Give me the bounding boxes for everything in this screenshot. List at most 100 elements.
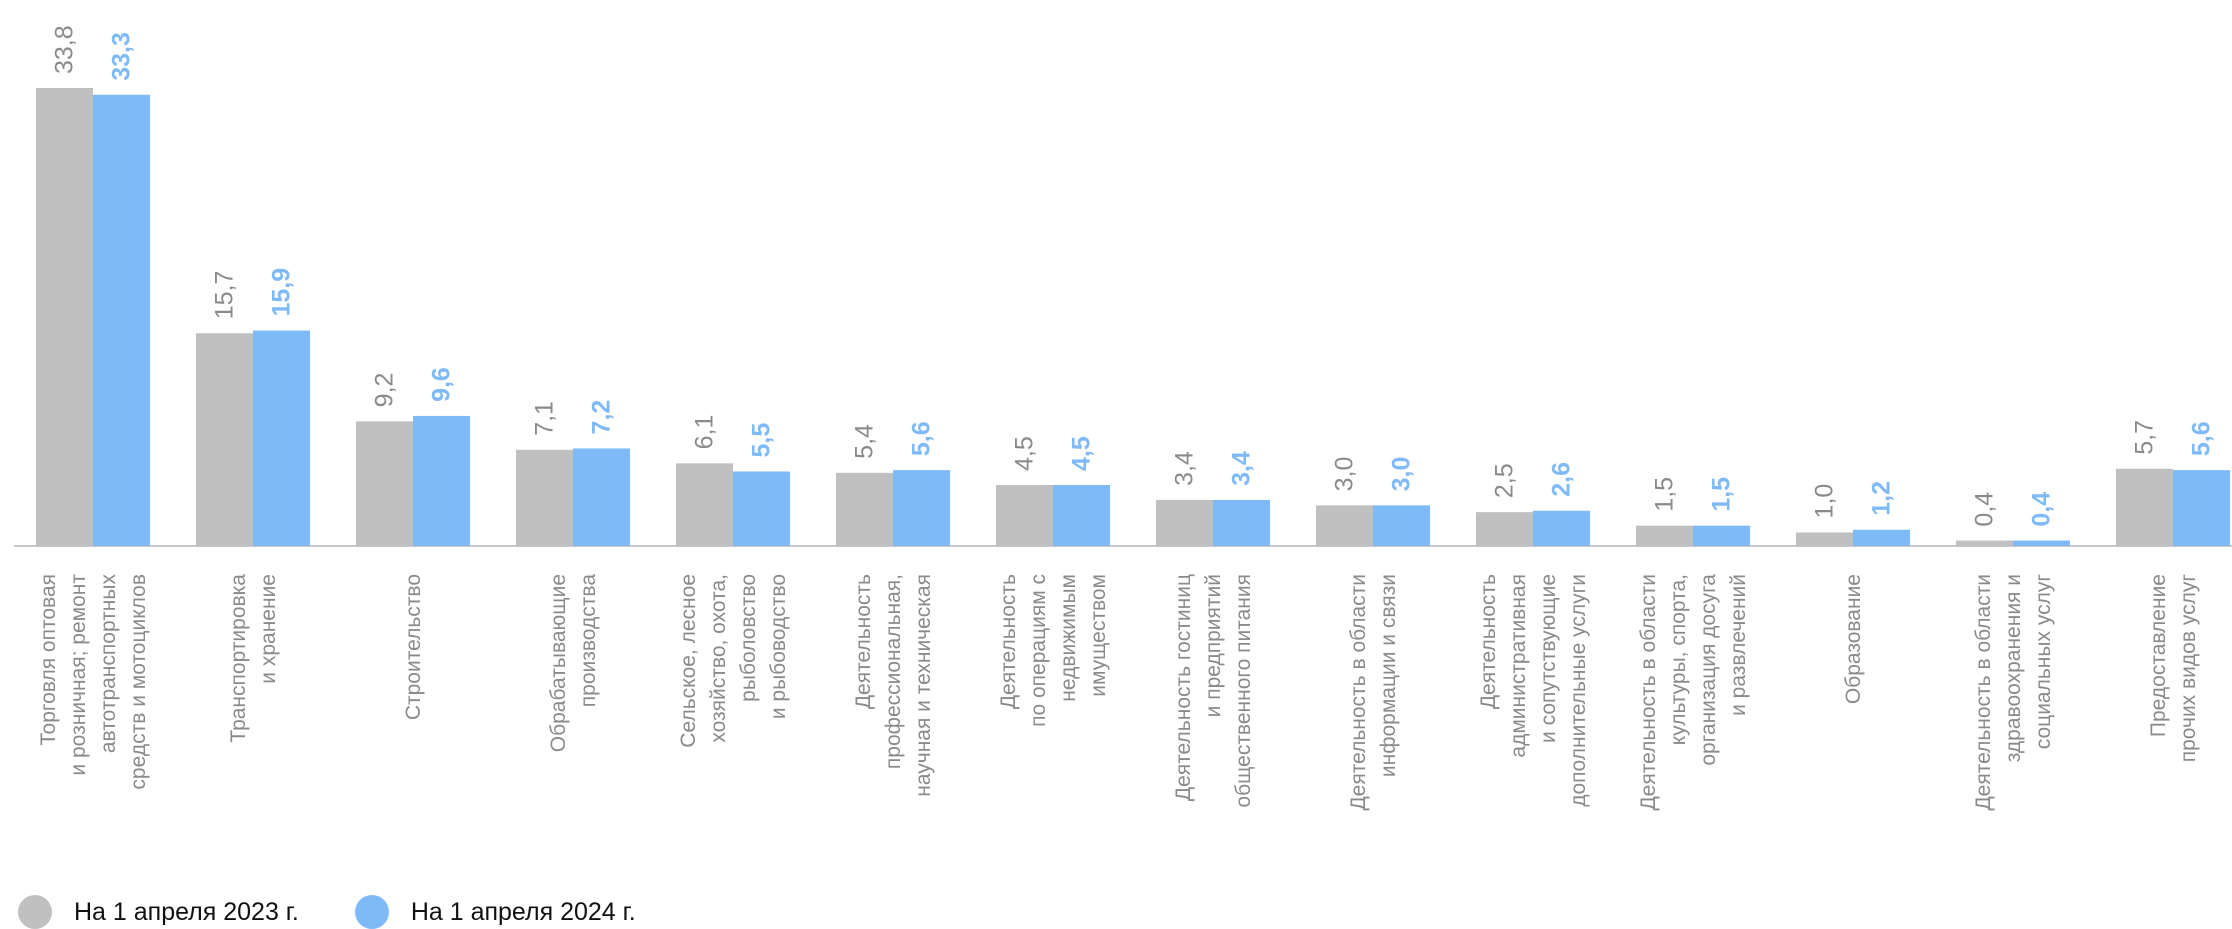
category-label-2: Строительство: [402, 574, 425, 720]
category-label-line: производства: [577, 574, 600, 708]
category-label-line: Обрабатывающие: [547, 574, 570, 752]
bar-2023-7: [1156, 499, 1213, 546]
bar-2024-10: [1693, 525, 1750, 546]
category-label-1: Транспортировка и хранение: [227, 574, 280, 743]
bar-2023-10: [1636, 525, 1693, 546]
category-label-line: Деятельность в области: [1347, 574, 1370, 811]
category-label-7: Деятельность гостиниц и предприятий общест…: [1172, 574, 1255, 808]
bar-2024-7: [1213, 499, 1270, 546]
category-label-line: и рыбоводство: [767, 574, 790, 719]
bar-2024-2: [413, 415, 470, 546]
bar-2024-9: [1533, 510, 1590, 546]
bar-2023-12: [1956, 540, 2013, 546]
category-label-5: Деятельность профессиональная, научная и т…: [852, 574, 935, 797]
bar-2023-0: [36, 88, 93, 546]
category-label-line: административная: [1507, 574, 1530, 758]
category-label-line: по операциям с: [1027, 574, 1050, 727]
bar-2023-13: [2116, 468, 2173, 546]
category-label-line: Строительство: [402, 574, 425, 720]
data-label-2023-12: 0,4: [1971, 492, 1999, 527]
data-label-2023-4: 6,1: [691, 415, 719, 450]
category-label-line: имуществом: [1087, 574, 1110, 697]
data-label-2024-4: 5,5: [748, 423, 776, 458]
category-label-8: Деятельность в области информации и связи: [1347, 574, 1400, 811]
category-label-line: хозяйство, охота,: [707, 574, 730, 743]
bar-2023-2: [356, 421, 413, 546]
bar-2023-6: [996, 485, 1053, 546]
category-label-line: общественного питания: [1232, 574, 1255, 808]
bar-2024-4: [733, 471, 790, 546]
category-label-12: Деятельность в области здравоохранения и с…: [1972, 574, 2055, 811]
data-label-2024-11: 1,2: [1868, 481, 1896, 516]
bar-2024-3: [573, 448, 630, 546]
data-label-2023-7: 3,4: [1171, 451, 1199, 486]
bar-2023-3: [516, 449, 573, 546]
category-label-3: Обрабатывающие производства: [547, 574, 600, 753]
data-label-2023-10: 1,5: [1651, 477, 1679, 512]
category-label-line: социальных услуг: [2032, 574, 2055, 750]
bar-2024-0: [93, 94, 150, 546]
category-label-9: Деятельность административная и сопутствую…: [1477, 574, 1590, 807]
category-label-4: Сельское, лесное хозяйство, охота, рыболов…: [677, 574, 790, 748]
data-label-2023-9: 2,5: [1491, 463, 1519, 498]
data-label-2023-3: 7,1: [531, 401, 559, 436]
category-label-line: Деятельность гостиниц: [1172, 574, 1195, 801]
category-label-line: профессиональная,: [882, 574, 905, 769]
category-label-line: Торговля оптовая: [37, 574, 60, 746]
category-label-line: организация досуга: [1697, 574, 1720, 766]
category-label-line: автотранспортных: [97, 574, 120, 754]
category-label-line: культуры, спорта,: [1667, 574, 1690, 745]
category-label-line: рыболовство: [737, 574, 760, 702]
category-label-line: Транспортировка: [227, 574, 250, 743]
bar-2024-11: [1853, 529, 1910, 546]
bar-2023-9: [1476, 512, 1533, 546]
bar-2023-1: [196, 333, 253, 546]
category-label-line: и хранение: [257, 574, 280, 684]
category-label-line: Деятельность: [852, 574, 875, 709]
category-label-line: информации и связи: [1377, 574, 1400, 777]
category-label-line: Предоставление: [2147, 574, 2170, 737]
category-label-13: Предоставление прочих видов услуг: [2147, 574, 2200, 763]
category-label-line: научная и техническая: [912, 574, 935, 797]
bar-2024-8: [1373, 505, 1430, 546]
bar-2024-6: [1053, 485, 1110, 546]
data-label-2024-8: 3,0: [1388, 457, 1416, 492]
data-label-2023-13: 5,7: [2131, 420, 2159, 455]
category-label-line: дополнительные услуги: [1567, 574, 1590, 807]
bar-2023-11: [1796, 532, 1853, 546]
data-label-2024-10: 1,5: [1708, 477, 1736, 512]
data-label-2023-1: 15,7: [211, 271, 239, 320]
category-label-line: Деятельность: [1477, 574, 1500, 709]
category-label-line: и развлечений: [1727, 574, 1750, 716]
category-label-line: и сопутствующие: [1537, 574, 1560, 743]
bar-2024-5: [893, 470, 950, 546]
data-label-2023-0: 33,8: [51, 25, 79, 74]
data-label-2023-11: 1,0: [1811, 484, 1839, 519]
category-label-line: Деятельность: [997, 574, 1020, 709]
bar-2024-1: [253, 330, 310, 546]
data-label-2024-0: 33,3: [108, 32, 136, 81]
data-label-2023-6: 4,5: [1011, 436, 1039, 471]
category-label-line: средств и мотоциклов: [127, 574, 150, 790]
legend-label-2024: На 1 апреля 2024 г.: [410, 897, 636, 926]
data-label-2023-8: 3,0: [1331, 457, 1359, 492]
category-label-6: Деятельность по операциям с недвижимым имущ…: [997, 574, 1110, 727]
category-label-10: Деятельность в области культуры, спорта, о…: [1637, 574, 1750, 811]
category-label-line: и розничная; ремонт: [67, 574, 90, 776]
category-label-11: Образование: [1842, 574, 1865, 704]
data-label-2024-12: 0,4: [2028, 492, 2056, 527]
category-label-line: здравоохранения и: [2002, 574, 2025, 762]
data-label-2024-7: 3,4: [1228, 451, 1256, 486]
category-label-line: Сельское, лесное: [677, 574, 700, 748]
bar-2023-5: [836, 472, 893, 546]
data-label-2024-3: 7,2: [588, 400, 616, 435]
legend-item-2023: На 1 апреля 2023 г.: [18, 895, 299, 929]
data-label-2024-13: 5,6: [2188, 421, 2216, 456]
data-label-2023-5: 5,4: [851, 424, 879, 459]
data-label-2024-6: 4,5: [1068, 436, 1096, 471]
legend-item-2024: На 1 апреля 2024 г.: [354, 895, 636, 929]
legend: На 1 апреля 2023 г. На 1 апреля 2024 г.: [18, 895, 692, 929]
category-label-line: и предприятий: [1202, 574, 1225, 717]
category-label-0: Торговля оптовая и розничная; ремонт автот…: [37, 574, 150, 790]
bar-2023-8: [1316, 505, 1373, 546]
